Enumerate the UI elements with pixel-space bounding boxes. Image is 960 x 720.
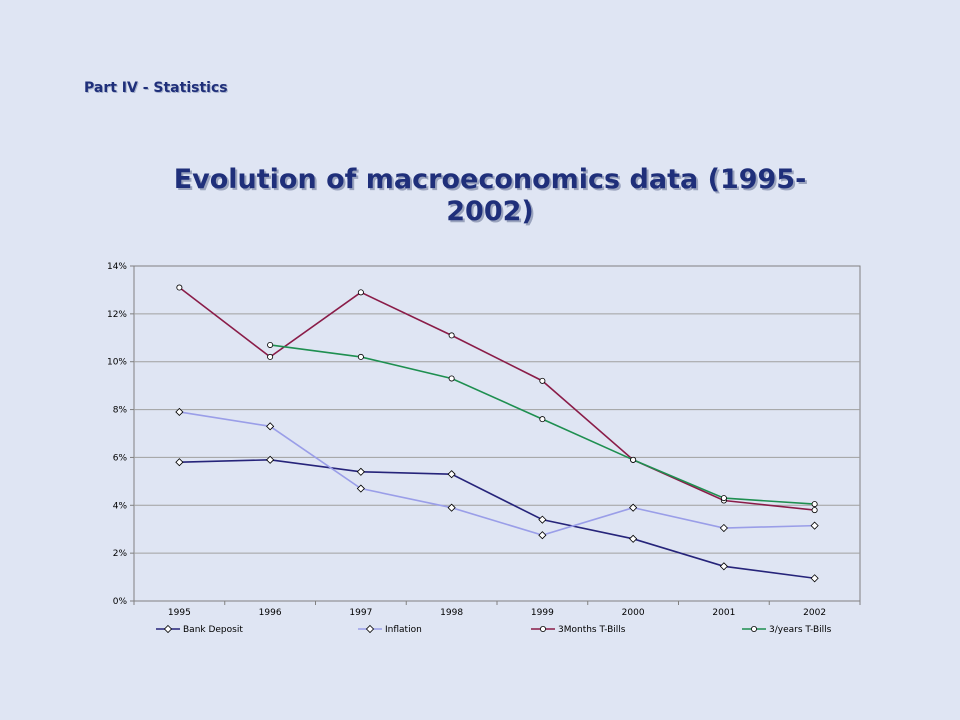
x-tick-label: 1996 [259, 608, 282, 618]
data-point [447, 470, 456, 479]
y-tick-label: 8% [113, 406, 128, 416]
data-point [175, 407, 184, 417]
x-tick-label: 2002 [803, 608, 826, 618]
y-tick-label: 4% [113, 501, 128, 511]
data-point [629, 534, 638, 543]
series-line-1 [179, 459, 815, 580]
x-tick-label: 1997 [349, 608, 372, 618]
plot-area [133, 265, 861, 602]
legend-label: Bank Deposit [183, 625, 243, 635]
data-point [811, 507, 818, 514]
legend-label: 3Months T-Bills [558, 625, 626, 635]
data-point [447, 503, 456, 512]
x-tick-label: 1995 [168, 608, 191, 618]
legend-marker [163, 624, 173, 634]
x-tick-label: 2000 [622, 608, 645, 618]
x-tick-label: 2001 [712, 608, 735, 618]
legend-label: 3/years T-Bills [769, 625, 832, 635]
y-tick-label: 0% [113, 597, 128, 607]
slide-title: Evolution of macroeconomics data (1995-2… [173, 164, 807, 227]
data-point [267, 341, 274, 348]
data-point [357, 353, 364, 360]
data-point [266, 455, 275, 464]
data-point [810, 521, 819, 530]
data-point [448, 332, 455, 339]
legend-label: Inflation [385, 625, 422, 635]
data-point [810, 574, 819, 583]
y-tick-label: 2% [113, 549, 128, 559]
legend-marker [751, 626, 758, 633]
x-tick-label: 1998 [440, 608, 463, 618]
data-point [448, 375, 455, 382]
data-point [357, 289, 364, 296]
legend-marker [365, 624, 375, 634]
data-point [539, 377, 546, 384]
data-point [811, 501, 818, 508]
data-point [720, 495, 727, 502]
legend-marker [540, 626, 547, 633]
data-point [266, 422, 275, 431]
data-point [719, 562, 728, 571]
y-tick-label: 6% [113, 453, 128, 463]
x-tick-label: 1999 [531, 608, 554, 618]
series-line-2 [179, 411, 815, 537]
data-point [719, 523, 728, 533]
data-point [356, 484, 365, 493]
y-tick-label: 14% [107, 262, 127, 272]
data-point [267, 353, 274, 360]
data-point [630, 456, 637, 463]
data-point [356, 467, 365, 476]
y-tick-label: 12% [107, 310, 127, 320]
data-point [538, 515, 547, 524]
data-point [175, 458, 184, 467]
data-point [538, 531, 547, 540]
section-label: Part IV - Statistics [84, 80, 228, 96]
data-point [539, 416, 546, 423]
data-point [176, 284, 183, 291]
y-tick-label: 10% [107, 358, 127, 368]
data-point [629, 503, 638, 512]
